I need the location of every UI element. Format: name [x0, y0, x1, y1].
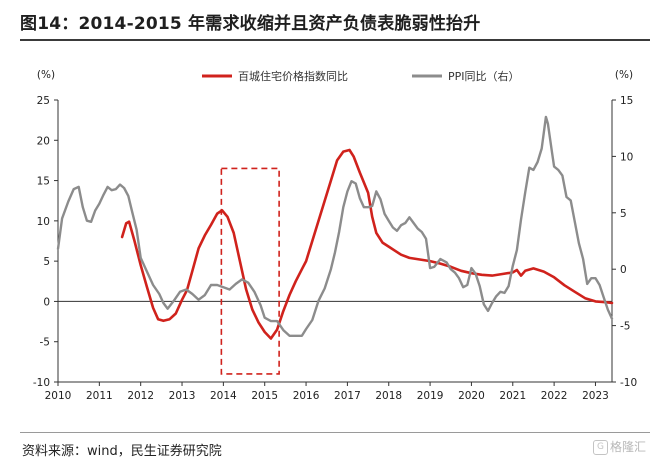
y-left-tick-label: -10 — [33, 377, 50, 389]
series-line-housing-price — [120, 148, 614, 340]
highlight-box — [220, 167, 280, 375]
x-tick-label: 2021 — [499, 390, 526, 402]
y-right-unit: (%) — [615, 69, 633, 81]
y-right-tick-label: 0 — [620, 264, 627, 276]
y-left-tick-label: 10 — [37, 216, 50, 228]
watermark-text: 格隆汇 — [610, 440, 647, 454]
watermark-icon: G — [593, 440, 608, 455]
x-tick-label: 2013 — [169, 390, 196, 402]
y-left-unit: (%) — [37, 69, 55, 81]
footer-divider — [20, 432, 650, 433]
y-right-tick-label: 5 — [620, 208, 627, 220]
series-line-ppi — [56, 115, 614, 337]
x-tick-label: 2012 — [127, 390, 154, 402]
page-title: 图14：2014-2015 年需求收缩并且资产负债表脆弱性抬升 — [20, 14, 481, 34]
x-tick-label: 2016 — [293, 390, 320, 402]
y-left-tick-label: 5 — [43, 256, 50, 268]
x-tick-label: 2022 — [541, 390, 568, 402]
legend-label-ppi: PPI同比（右） — [448, 69, 520, 83]
y-left-tick-label: 20 — [37, 135, 50, 147]
y-right-tick-label: -10 — [620, 377, 637, 389]
x-tick-label: 2020 — [458, 390, 485, 402]
x-tick-label: 2015 — [251, 390, 278, 402]
y-right-tick-label: -5 — [620, 321, 630, 333]
y-right-tick-label: 15 — [620, 95, 633, 107]
title-divider — [20, 39, 650, 41]
y-left-tick-label: 25 — [37, 95, 50, 107]
x-tick-label: 2011 — [86, 390, 113, 402]
x-tick-label: 2014 — [210, 390, 237, 402]
x-tick-label: 2019 — [417, 390, 444, 402]
x-tick-label: 2017 — [334, 390, 361, 402]
x-tick-label: 2010 — [45, 390, 72, 402]
y-left-tick-label: 0 — [43, 296, 50, 308]
source-note: 资料来源：wind，民生证券研究院 — [22, 444, 222, 459]
y-left-tick-label: 15 — [37, 176, 50, 188]
y-right-tick-label: 10 — [620, 151, 633, 163]
y-left-tick-label: -5 — [40, 337, 50, 349]
x-tick-label: 2023 — [582, 390, 609, 402]
legend-label-housing-price: 百城住宅价格指数同比 — [238, 69, 348, 83]
watermark-logo: G 格隆汇 — [593, 438, 649, 458]
x-tick-label: 2018 — [375, 390, 402, 402]
